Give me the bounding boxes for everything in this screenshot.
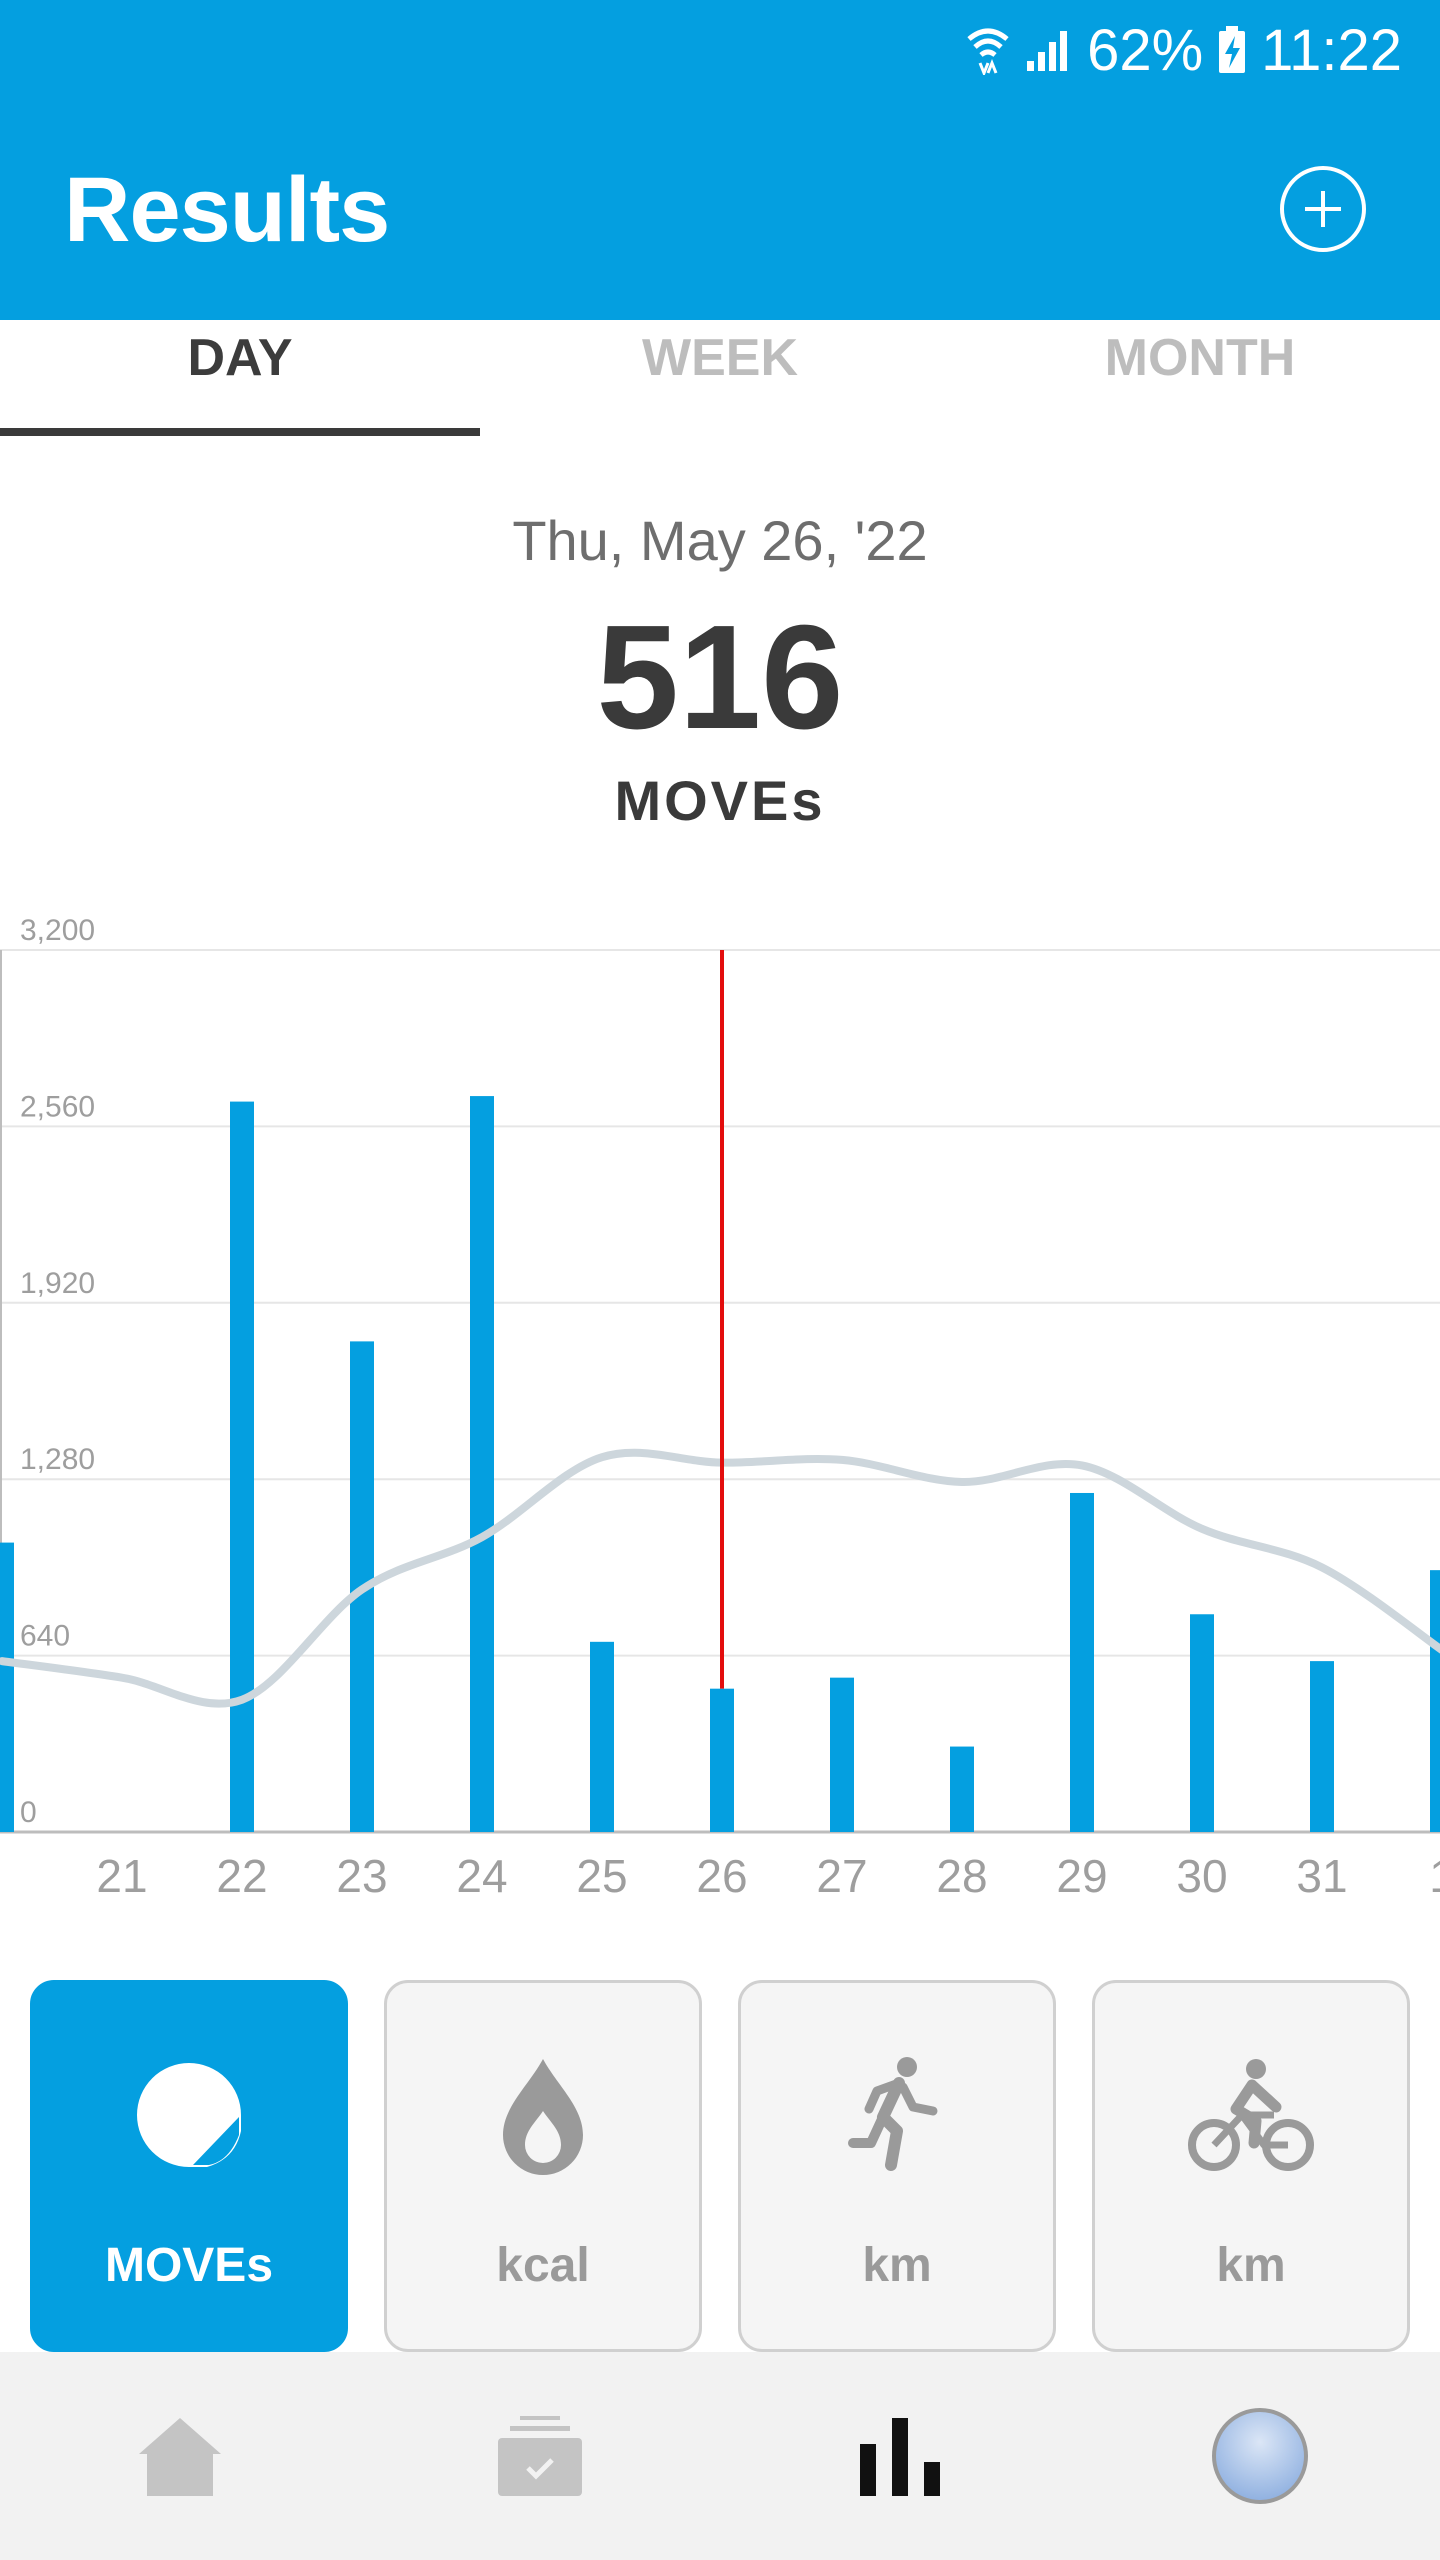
nav-tasks[interactable] <box>360 2352 720 2560</box>
bar-30[interactable] <box>1190 1614 1214 1832</box>
tab-week[interactable]: WEEK <box>642 329 798 387</box>
x-tick-label: 31 <box>1296 1850 1347 1902</box>
y-tick-label: 3,200 <box>20 914 95 947</box>
cycling-icon <box>1188 2059 1314 2171</box>
home-icon <box>139 2418 221 2496</box>
wifi-icon <box>965 25 1011 75</box>
battery-charging-icon <box>1217 25 1247 75</box>
x-tick-label: 30 <box>1176 1850 1227 1902</box>
bar-29[interactable] <box>1070 1492 1094 1832</box>
results-icon <box>860 2418 940 2496</box>
bar-1[interactable] <box>1430 1570 1440 1832</box>
page-title: Results <box>64 159 390 261</box>
status-bar: 62% 11:22 <box>965 17 1402 83</box>
metric-walk-distance-button[interactable]: km <box>738 1980 1056 2352</box>
x-tick-label: 26 <box>696 1850 747 1902</box>
moves-icon <box>137 2063 241 2167</box>
y-tick-label: 2,560 <box>20 1090 95 1123</box>
x-tick-label: 24 <box>456 1850 507 1902</box>
profile-icon <box>1212 2408 1308 2504</box>
bar-26[interactable] <box>710 1688 734 1832</box>
tasks-icon <box>498 2416 582 2496</box>
period-tabs: DAY WEEK MONTH <box>0 320 1440 442</box>
clock: 11:22 <box>1261 17 1402 83</box>
tab-month[interactable]: MONTH <box>1104 329 1296 387</box>
nav-home[interactable] <box>0 2352 360 2560</box>
running-icon <box>848 2057 938 2171</box>
bar-31[interactable] <box>1310 1661 1334 1832</box>
daily-total: 516 <box>596 595 844 760</box>
bar-28[interactable] <box>950 1746 974 1832</box>
tab-day[interactable]: DAY <box>0 320 480 442</box>
battery-percent: 62% <box>1087 17 1204 83</box>
x-tick-label: 27 <box>816 1850 867 1902</box>
x-tick-label: 25 <box>576 1850 627 1902</box>
app-bar: 62% 11:22 Results <box>0 0 1440 320</box>
bar-22[interactable] <box>230 1101 254 1832</box>
y-tick-label: 1,920 <box>20 1267 95 1300</box>
metric-label: kcal <box>496 2239 590 2292</box>
nav-results[interactable] <box>720 2352 1080 2560</box>
bar-27[interactable] <box>830 1677 854 1832</box>
x-tick-label: 23 <box>336 1850 387 1902</box>
metric-label: km <box>1216 2239 1286 2292</box>
bottom-navigation <box>0 2352 1440 2560</box>
metric-moves-button[interactable]: MOVEs <box>30 1980 348 2352</box>
signal-icon <box>1025 27 1073 73</box>
x-tick-label: 22 <box>216 1850 267 1902</box>
metric-label: km <box>862 2239 932 2292</box>
y-tick-label: 640 <box>20 1620 70 1653</box>
add-button[interactable] <box>1280 166 1366 252</box>
nav-profile[interactable] <box>1080 2352 1440 2560</box>
plus-icon <box>1305 191 1341 227</box>
x-tick-label: 28 <box>936 1850 987 1902</box>
selected-date: Thu, May 26, '22 <box>512 509 928 572</box>
daily-unit: MOVEs <box>614 769 826 832</box>
trend-line <box>0 1448 1440 1708</box>
metric-bike-distance-button[interactable]: km <box>1092 1980 1410 2352</box>
metric-label: MOVEs <box>104 2239 274 2292</box>
y-tick-label: 1,280 <box>20 1443 95 1476</box>
daily-chart[interactable]: 0 640 1,280 1,920 2,560 3,200 21 22 23 24 25 26 27 28… <box>0 890 1440 1910</box>
bar-20[interactable] <box>0 1542 14 1832</box>
flame-icon <box>503 2059 583 2175</box>
bar-25[interactable] <box>590 1641 614 1832</box>
metric-kcal-button[interactable]: kcal <box>384 1980 702 2352</box>
x-tick-label: 1 <box>1429 1850 1440 1902</box>
x-tick-label: 21 <box>96 1850 147 1902</box>
x-tick-label: 29 <box>1056 1850 1107 1902</box>
y-tick-label: 0 <box>20 1796 37 1829</box>
bar-24[interactable] <box>470 1096 494 1832</box>
